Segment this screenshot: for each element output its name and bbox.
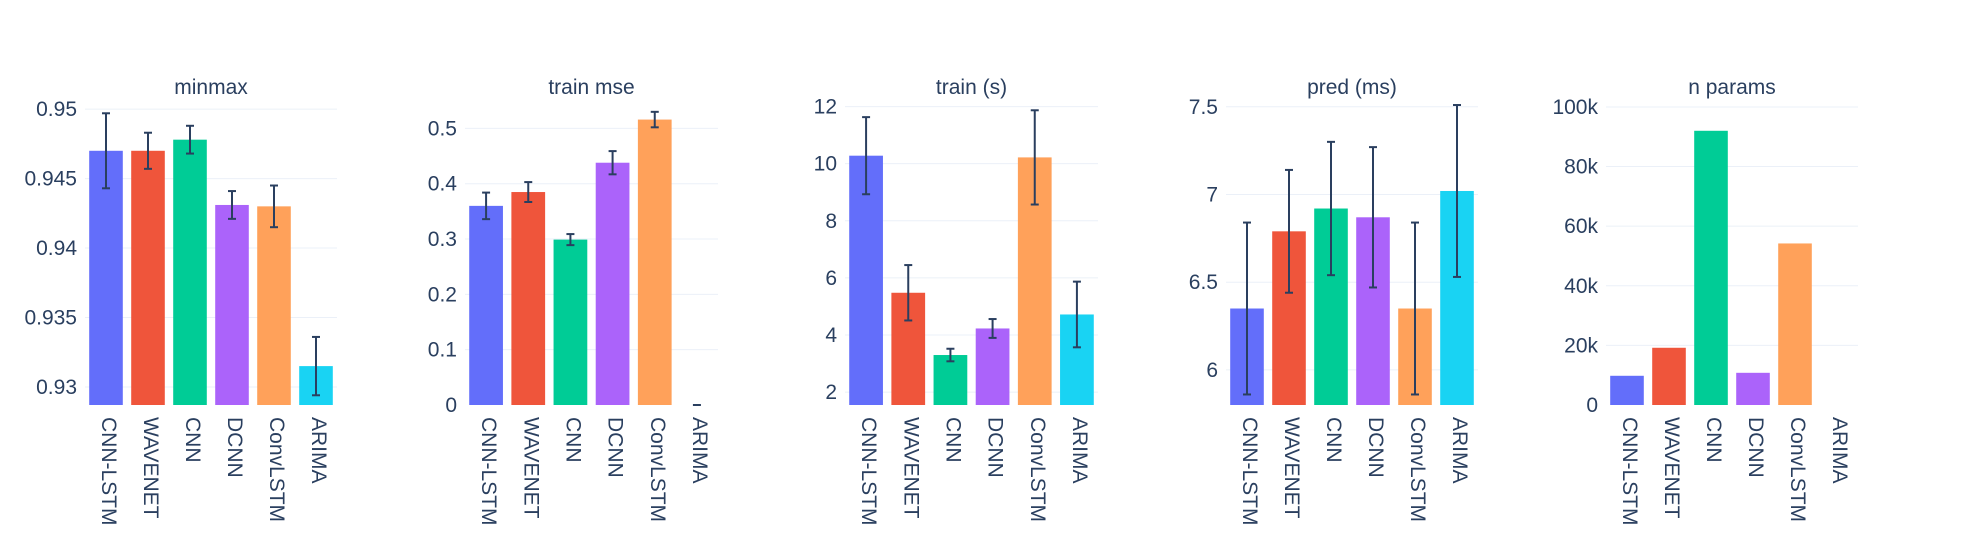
y-tick-label: 60k	[1564, 215, 1598, 238]
subplot-title: pred (ms)	[1307, 76, 1397, 99]
y-tick-label: 0.93	[36, 376, 77, 399]
y-tick-label: 0.1	[428, 339, 457, 362]
x-tick-label: ARIMA	[1068, 417, 1091, 484]
subplot-1: 0 0.1 0.2 0.3 0.4 0.5 train mse CNN-LSTM WAVENET…	[428, 76, 718, 526]
bar-wavenet	[131, 150, 165, 405]
y-tick-label: 8	[825, 210, 837, 233]
x-tick-label: CNN	[561, 417, 584, 463]
bar-cnn	[173, 139, 207, 406]
bar-cnn	[1694, 130, 1728, 405]
y-tick-label: 6	[1206, 359, 1218, 382]
y-tick-label: 7	[1206, 183, 1218, 206]
subplot-3: 6 6.5 7 7.5 pred (ms) CNN-LSTM WAVENET CNN DCNN C…	[1189, 76, 1478, 526]
subplot-4: 0 20k 40k 60k 80k 100k n params CNN-LSTM WAVENET…	[1552, 76, 1858, 526]
x-tick-label: CNN	[1702, 417, 1725, 463]
y-tick-label: 0.3	[428, 228, 457, 251]
y-tick-label: 6.5	[1189, 271, 1218, 294]
bar-cnn	[933, 355, 968, 405]
subplot-title: train (s)	[936, 76, 1007, 99]
x-tick-label: ConvLSTM	[1026, 417, 1049, 522]
x-tick-label: DCNN	[1364, 417, 1387, 478]
x-tick-label: CNN-LSTM	[477, 417, 500, 526]
bar-cnn-lstm	[89, 150, 123, 405]
y-tick-label: 6	[825, 267, 837, 290]
subplot-title: train mse	[548, 76, 634, 99]
y-tick-label: 0.5	[428, 117, 457, 140]
x-tick-label: DCNN	[604, 417, 627, 478]
bar-dcnn	[215, 204, 249, 405]
x-tick-label: WAVENET	[139, 417, 162, 519]
bar-cnn-lstm	[469, 205, 503, 405]
x-tick-label: WAVENET	[1660, 417, 1683, 519]
bar-convlstm	[637, 119, 672, 406]
y-tick-label: 0.945	[24, 168, 77, 191]
subplot-title: minmax	[174, 76, 248, 99]
x-tick-label: ARIMA	[1828, 417, 1851, 484]
y-tick-label: 0	[445, 394, 457, 417]
subplot-title: n params	[1688, 76, 1776, 99]
x-tick-label: DCNN	[984, 417, 1007, 478]
y-tick-label: 0.2	[428, 283, 457, 306]
y-tick-label: 4	[825, 324, 837, 347]
x-tick-label: CNN-LSTM	[857, 417, 880, 526]
bar-wavenet	[1652, 347, 1686, 405]
x-tick-label: WAVENET	[1280, 417, 1303, 519]
x-tick-label: ConvLSTM	[1406, 417, 1429, 522]
x-tick-label: CNN-LSTM	[97, 417, 120, 526]
x-tick-label: ARIMA	[307, 417, 330, 484]
y-tick-label: 20k	[1564, 334, 1598, 357]
y-tick-label: 10	[814, 153, 837, 176]
x-tick-label: ConvLSTM	[646, 417, 669, 522]
x-tick-label: DCNN	[1744, 417, 1767, 478]
y-tick-label: 2	[825, 381, 837, 404]
bar-cnn	[553, 239, 588, 405]
bar-dcnn	[975, 328, 1010, 405]
y-tick-label: 0.4	[428, 173, 458, 196]
y-tick-label: 100k	[1552, 96, 1598, 119]
x-tick-label: DCNN	[223, 417, 246, 478]
y-tick-label: 0.95	[36, 98, 77, 121]
x-tick-label: ConvLSTM	[1786, 417, 1809, 522]
bar-dcnn	[595, 162, 630, 405]
x-tick-label: CNN	[941, 417, 964, 463]
bar-cnn-lstm	[1610, 375, 1644, 405]
y-tick-label: 0.94	[36, 237, 77, 260]
x-tick-label: ARIMA	[688, 417, 711, 484]
bar-cnn-lstm	[849, 155, 883, 405]
bar-convlstm	[1778, 243, 1812, 405]
y-tick-label: 40k	[1564, 275, 1598, 298]
bar-convlstm	[257, 206, 291, 405]
subplot-2: 2 4 6 8 10 12 train (s) CNN-LSTM WAVENET CNN DCNN C…	[814, 76, 1098, 526]
x-tick-label: WAVENET	[519, 417, 542, 519]
y-tick-label: 80k	[1564, 156, 1598, 179]
x-tick-label: CNN-LSTM	[1238, 417, 1261, 526]
x-tick-label: CNN-LSTM	[1618, 417, 1641, 526]
y-tick-label: 0	[1586, 394, 1598, 417]
subplot-0: 0.93 0.935 0.94 0.945 0.95 minmax CNN-LSTM WAVE…	[24, 76, 337, 526]
x-tick-label: CNN	[181, 417, 204, 463]
x-tick-label: ConvLSTM	[265, 417, 288, 522]
y-tick-label: 0.935	[24, 306, 77, 329]
x-tick-label: WAVENET	[899, 417, 922, 519]
bar-wavenet	[511, 192, 546, 405]
x-tick-label: CNN	[1322, 417, 1345, 463]
bar-dcnn	[1736, 372, 1770, 405]
y-tick-label: 7.5	[1189, 96, 1218, 119]
y-tick-label: 12	[814, 96, 837, 119]
x-tick-label: ARIMA	[1448, 417, 1471, 484]
